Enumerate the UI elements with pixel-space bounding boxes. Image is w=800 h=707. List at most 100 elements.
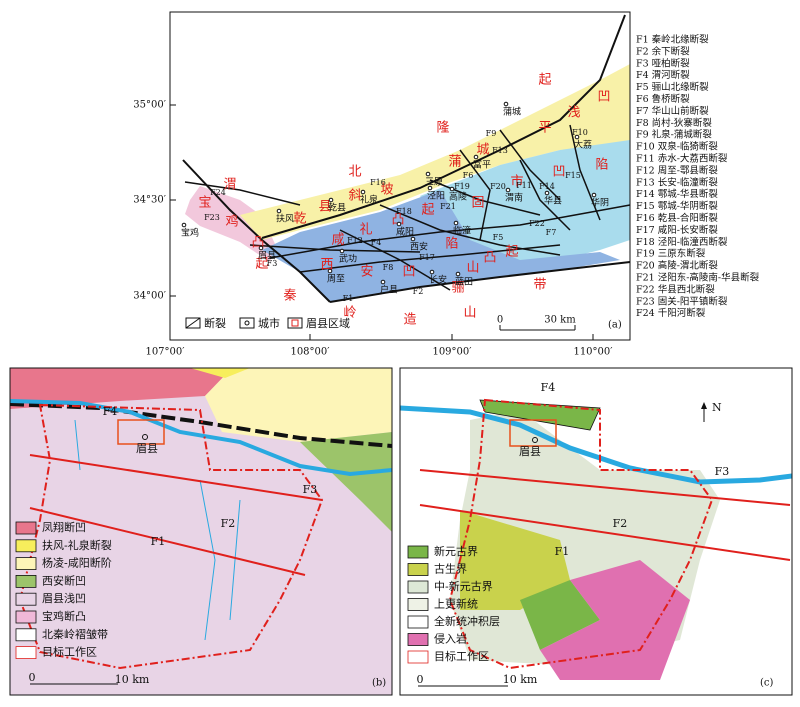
legend-region-mark <box>291 319 299 327</box>
zone-intrusive <box>540 560 690 680</box>
legend-region-box <box>287 317 303 329</box>
fault-label: F23 <box>204 213 220 222</box>
lon-label: 108°00′ <box>290 347 330 358</box>
city-mark <box>258 245 264 251</box>
city-label: 乾县 <box>328 202 346 214</box>
region-label: 咸 <box>331 233 344 248</box>
faults <box>182 14 631 303</box>
lat-label: 34°00′ <box>133 291 166 302</box>
city-label: 眉县 <box>519 445 541 458</box>
scale-label: 10 km <box>503 673 538 686</box>
fault-list-item: F17 咸阳-长安断裂 <box>636 224 718 236</box>
legend-city-box <box>239 317 255 329</box>
fault-label: F22 <box>529 219 545 228</box>
fault-list-item: F5 骊山北缘断裂 <box>636 81 709 93</box>
city-mark <box>327 268 333 274</box>
legend-swatch <box>15 646 37 659</box>
lon-label: 107°00′ <box>145 347 185 358</box>
fault-list-item: F4 渭河断裂 <box>636 69 690 81</box>
legend-label: 古生界 <box>434 562 467 576</box>
zone-yangling <box>205 368 392 442</box>
region-label: 山 <box>463 306 476 321</box>
zone-pink <box>185 186 276 262</box>
region-label: 岭 <box>343 306 356 321</box>
fault-label: F4 <box>371 238 382 247</box>
zone-blue <box>262 190 620 302</box>
fault-list-item: F9 礼泉-蒲城断裂 <box>636 129 712 141</box>
legend-label: 断裂 <box>204 316 226 330</box>
legend-label: 扶风-礼泉断裂 <box>42 538 112 552</box>
city-label: 高陵 <box>449 191 467 203</box>
city-label: 宝鸡 <box>181 227 199 239</box>
legend-city-mark <box>244 320 250 326</box>
panel-label: (b) <box>372 678 386 689</box>
legend-label: 西安断凹 <box>42 573 86 587</box>
river <box>10 399 392 477</box>
region-label: 城 <box>476 143 489 158</box>
region-label: 县 <box>318 200 331 215</box>
fault-label: F6 <box>463 171 474 180</box>
legend-label: 眉县区域 <box>306 317 350 330</box>
fault-label: F3 <box>303 483 318 496</box>
city-mark <box>544 190 550 196</box>
region-label: 安 <box>360 265 373 280</box>
lat-label: 35°00′ <box>133 100 166 111</box>
city-label: 大荔 <box>574 139 592 151</box>
legend-label: 目标工作区 <box>42 645 97 659</box>
target-area <box>509 419 557 447</box>
region-label: 北 <box>348 165 361 180</box>
legend-swatch <box>15 592 37 606</box>
zone-fengxiang <box>10 368 232 409</box>
region-label: 凹 <box>597 90 610 105</box>
fault-list-item: F7 华山山前断裂 <box>636 105 709 117</box>
city-mark <box>339 248 345 254</box>
city-mark <box>455 271 461 277</box>
city-label: 蓝田 <box>455 276 473 288</box>
city-mark <box>505 187 511 193</box>
fault-label: F2 <box>221 517 236 530</box>
legend-swatch <box>15 628 37 642</box>
fault-label: F3 <box>715 465 730 478</box>
fault-list-item: F10 双泉-临猗断裂 <box>636 141 718 153</box>
legend-swatch <box>15 557 37 570</box>
fault-list-item: F15 鄠城-华阴断裂 <box>636 200 718 212</box>
fault-label: F1 <box>555 545 570 558</box>
city-label: 临潼 <box>453 225 471 237</box>
fault-label: F1 <box>343 294 354 303</box>
fault-label: F17 <box>419 253 435 262</box>
fault-f1 <box>419 504 791 561</box>
region-label: 市 <box>510 174 523 190</box>
city-mark <box>410 236 416 242</box>
region-label: 平 <box>538 121 551 136</box>
scale-label: 30 km <box>544 315 576 326</box>
region-label: 浅 <box>567 106 580 121</box>
city-label: 蒲城 <box>503 106 521 118</box>
fault-list-item: F11 赤水-大荔西断裂 <box>636 153 728 165</box>
fault-list-item: F19 三原东断裂 <box>636 248 706 260</box>
legend-label: 杨凌-咸阳断阶 <box>42 556 112 570</box>
frame-c <box>399 367 793 696</box>
zone-xian <box>300 432 392 532</box>
fault-label: F3 <box>267 259 278 268</box>
fault-label: F19 <box>454 182 470 191</box>
legend-swatch <box>15 539 37 553</box>
region-label: 起 <box>255 257 268 272</box>
fault-label: F7 <box>546 228 557 237</box>
zone-lightblue <box>420 140 630 262</box>
legend-swatch <box>407 545 429 559</box>
city-mark <box>380 279 386 285</box>
panel-label: (c) <box>760 678 774 689</box>
region-label: 陷 <box>445 237 458 252</box>
fault-label: F24 <box>210 188 226 197</box>
frame-b <box>9 367 393 696</box>
fault-list-item: F2 余下断裂 <box>636 45 690 57</box>
target-area <box>117 419 165 445</box>
fault-f1 <box>29 507 306 576</box>
city-mark <box>591 192 597 198</box>
fault-label: F14 <box>539 182 555 191</box>
region-label: 起 <box>538 73 551 88</box>
legend-swatch <box>407 615 429 629</box>
city-mark <box>181 222 187 228</box>
north-label: N <box>712 401 722 414</box>
